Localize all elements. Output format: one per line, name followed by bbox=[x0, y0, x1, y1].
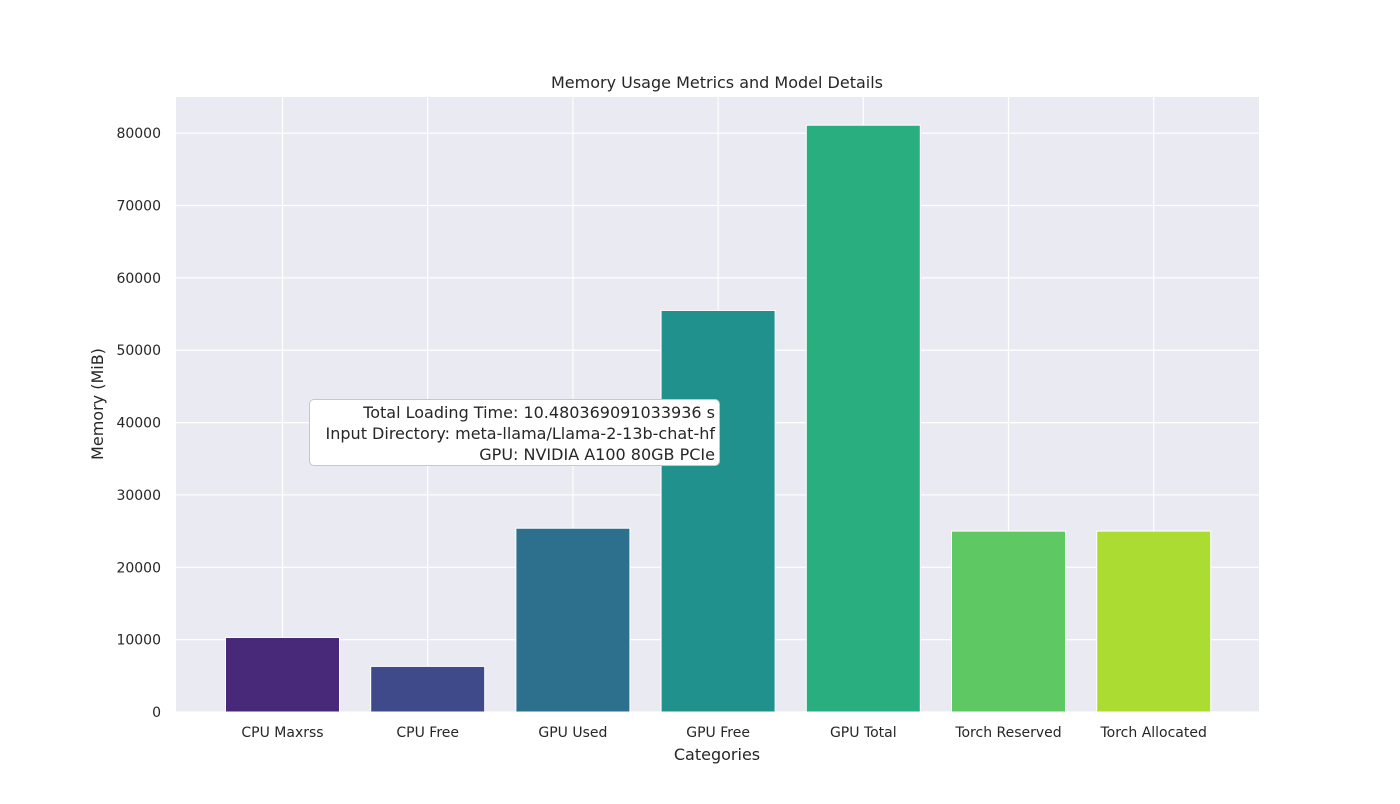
annotation-loading-time: Total Loading Time: 10.480369091033936 s bbox=[363, 403, 715, 422]
y-tick-labels: 0 10000 20000 30000 40000 50000 60000 70000 8000… bbox=[116, 126, 161, 721]
y-axis-label: Memory (MiB) bbox=[88, 348, 107, 460]
bar-cpu-free bbox=[370, 665, 486, 713]
x-tick-label: Torch Allocated bbox=[1099, 725, 1206, 741]
y-tick-label: 30000 bbox=[116, 488, 161, 504]
model-details-annotation: Total Loading Time: 10.480369091033936 s… bbox=[309, 399, 720, 466]
y-tick-label: 10000 bbox=[116, 633, 161, 649]
y-tick-label: 80000 bbox=[116, 126, 161, 142]
annotation-gpu: GPU: NVIDIA A100 80GB PCIe bbox=[479, 445, 715, 464]
y-tick-label: 70000 bbox=[116, 199, 161, 215]
bar-gpu-used bbox=[515, 527, 631, 713]
bar-gpu-total bbox=[805, 124, 921, 713]
y-tick-label: 0 bbox=[152, 705, 161, 721]
x-tick-label: GPU Free bbox=[686, 725, 750, 741]
bar-torch-reserved bbox=[951, 530, 1066, 713]
x-tick-label: GPU Total bbox=[830, 725, 897, 741]
bar-cpu-maxrss bbox=[225, 636, 340, 713]
x-tick-label: CPU Maxrss bbox=[241, 725, 323, 741]
x-tick-labels: CPU Maxrss CPU Free GPU Used GPU Free GPU To… bbox=[241, 725, 1207, 741]
x-tick-label: Torch Reserved bbox=[954, 725, 1061, 741]
bar-torch-allocated bbox=[1096, 530, 1212, 713]
annotation-input-directory: Input Directory: meta-llama/Llama-2-13b-… bbox=[325, 424, 715, 443]
y-tick-label: 40000 bbox=[116, 416, 161, 432]
y-tick-label: 60000 bbox=[116, 271, 161, 287]
y-tick-label: 50000 bbox=[116, 343, 161, 359]
x-tick-label: CPU Free bbox=[396, 725, 459, 741]
x-axis-label: Categories bbox=[674, 745, 760, 764]
bars bbox=[225, 124, 1212, 713]
y-tick-label: 20000 bbox=[116, 560, 161, 576]
bar-gpu-free bbox=[660, 309, 776, 713]
x-tick-label: GPU Used bbox=[538, 725, 607, 741]
chart-title: Memory Usage Metrics and Model Details bbox=[551, 73, 883, 92]
